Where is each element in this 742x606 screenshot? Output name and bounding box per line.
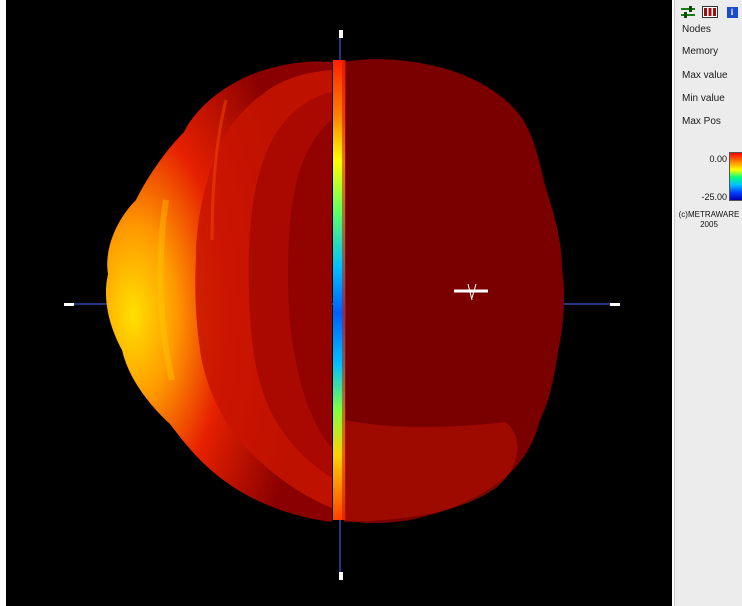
copyright: (c)METRAWARE 2005	[675, 210, 742, 230]
pattern-left-half	[105, 61, 332, 523]
battery-display-icon[interactable]	[701, 4, 719, 20]
copyright-line2: 2005	[700, 220, 718, 229]
color-scale-max: 0.00	[709, 154, 727, 164]
y-axis-top-marker	[339, 30, 343, 38]
max-value-label: Max value	[682, 70, 728, 81]
y-axis-bottom-marker	[339, 572, 343, 580]
max-pos-label: Max Pos	[682, 116, 721, 127]
pattern-right-rim	[344, 420, 518, 522]
radiation-pattern-canvas[interactable]	[6, 0, 672, 606]
settings-sliders-icon[interactable]	[679, 4, 697, 20]
source-marker	[454, 283, 488, 301]
color-scale-min: -25.00	[701, 192, 727, 202]
memory-label: Memory	[682, 46, 719, 57]
color-scale-bar	[729, 152, 742, 201]
3d-viewport[interactable]	[6, 0, 672, 606]
info-panel: i Nodes Memory Max value Min value Max P…	[674, 0, 742, 606]
nodes-label: Nodes	[682, 24, 711, 35]
x-axis-right-marker	[610, 303, 620, 306]
x-axis-left-marker	[64, 303, 74, 306]
min-value-label: Min value	[682, 93, 725, 104]
info-icon[interactable]: i	[725, 4, 739, 20]
copyright-line1: (c)METRAWARE	[678, 210, 740, 219]
